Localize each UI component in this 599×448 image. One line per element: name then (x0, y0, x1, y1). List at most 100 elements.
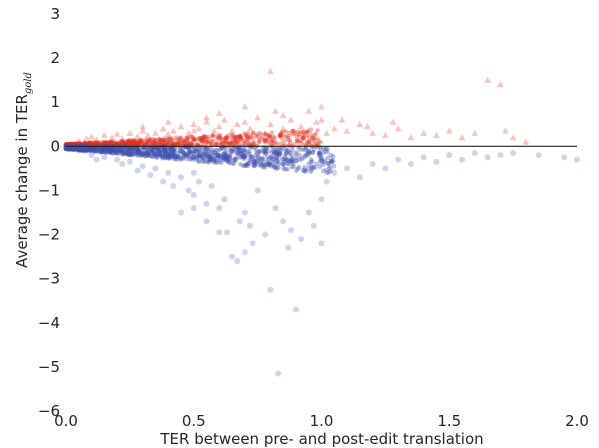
band-mark-blue (274, 149, 280, 155)
band-mark-blue (82, 147, 87, 153)
band-mark-blue (103, 150, 109, 156)
band-mark-red (162, 140, 167, 146)
band-mark-red (174, 138, 179, 143)
band-mark-red (69, 142, 74, 147)
band-mark-red (153, 137, 158, 143)
band-mark-blue (67, 145, 72, 151)
band-mark-red (140, 137, 146, 143)
band-mark-red (103, 140, 109, 146)
band-mark-blue (67, 146, 73, 152)
data-point-triangle (246, 125, 254, 132)
band-mark-red (255, 134, 260, 139)
band-mark-blue (100, 148, 105, 154)
data-point-triangle (394, 125, 402, 132)
band-mark-blue (166, 152, 171, 158)
band-mark-red (96, 140, 102, 146)
band-mark-blue (76, 146, 82, 152)
band-mark-red (76, 141, 81, 146)
band-mark-blue (329, 158, 334, 164)
band-mark-red (129, 141, 135, 146)
band-mark-blue (140, 152, 145, 157)
band-mark-blue (217, 147, 223, 152)
band-mark-blue (162, 148, 168, 153)
band-mark-blue (63, 146, 69, 152)
band-mark-red (206, 140, 212, 146)
band-mark-blue (208, 157, 214, 163)
band-mark-blue (106, 149, 112, 155)
band-mark-blue (194, 154, 200, 160)
band-mark-blue (281, 156, 287, 162)
band-mark-red (65, 142, 70, 147)
band-mark-blue (68, 146, 74, 152)
band-mark-red (162, 136, 167, 141)
band-mark-blue (196, 152, 202, 158)
band-mark-blue (134, 150, 140, 156)
band-mark-red (227, 135, 232, 141)
band-mark-blue (296, 164, 302, 170)
band-mark-blue (265, 149, 271, 155)
band-mark-blue (260, 161, 266, 167)
band-mark-red (244, 134, 250, 139)
band-mark-red (152, 139, 158, 145)
band-mark-blue (204, 159, 210, 164)
band-mark-red (257, 130, 263, 136)
band-mark-red (207, 136, 212, 141)
band-mark-blue (276, 151, 282, 157)
band-mark-red (187, 142, 192, 147)
data-point-triangle (433, 131, 440, 139)
data-point-triangle (126, 129, 134, 136)
band-mark-blue (227, 155, 233, 161)
band-mark-red (118, 142, 123, 147)
band-mark-red (72, 142, 77, 147)
band-mark-blue (156, 148, 162, 154)
band-mark-red (78, 141, 83, 147)
band-mark-red (128, 138, 134, 143)
band-mark-red (200, 136, 205, 142)
band-mark-blue (136, 147, 141, 153)
band-mark-red (193, 136, 198, 142)
band-mark-blue (304, 153, 310, 158)
band-mark-blue (164, 149, 170, 155)
band-mark-blue (81, 145, 87, 151)
data-point-triangle (287, 116, 295, 123)
band-mark-red (67, 141, 72, 147)
band-mark-blue (145, 150, 151, 156)
data-point-triangle (159, 125, 167, 132)
band-mark-red (316, 139, 322, 144)
band-mark-blue (85, 147, 90, 153)
band-mark-blue (237, 151, 243, 157)
band-mark-red (270, 137, 276, 142)
band-mark-blue (229, 147, 234, 153)
band-mark-red (318, 140, 323, 145)
band-mark-blue (197, 151, 202, 157)
band-mark-blue (308, 157, 314, 162)
band-mark-blue (213, 157, 219, 163)
band-mark-red (105, 140, 111, 145)
band-mark-blue (127, 147, 133, 153)
band-mark-red (113, 141, 118, 146)
band-mark-blue (207, 157, 213, 163)
band-mark-blue (103, 149, 109, 154)
band-mark-blue (170, 150, 176, 156)
band-mark-red (108, 141, 113, 146)
band-mark-blue (195, 148, 201, 154)
band-mark-red (185, 136, 191, 141)
band-mark-red (264, 138, 269, 143)
band-mark-blue (277, 152, 282, 158)
band-mark-blue (114, 150, 119, 156)
band-mark-blue (290, 157, 296, 163)
band-mark-blue (165, 148, 171, 154)
band-mark-red (254, 131, 260, 137)
band-mark-blue (260, 164, 266, 170)
band-mark-red (216, 135, 221, 140)
band-mark-blue (109, 146, 115, 152)
band-mark-red (229, 140, 234, 146)
band-mark-red (70, 141, 76, 147)
band-mark-blue (199, 154, 205, 160)
band-mark-blue (256, 155, 261, 161)
data-point-circle (275, 370, 282, 377)
y-tick-label: −1 (38, 181, 60, 199)
band-mark-blue (221, 156, 227, 162)
band-mark-red (209, 142, 215, 147)
band-mark-red (102, 142, 107, 147)
